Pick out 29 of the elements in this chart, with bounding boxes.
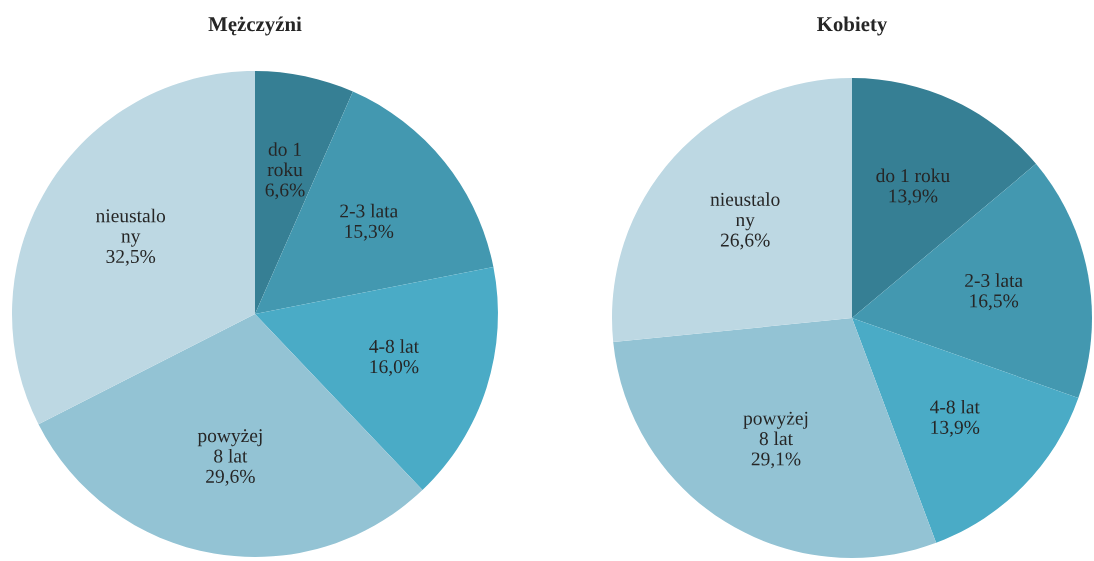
slice-label: nieustalo ny <box>96 208 166 247</box>
slice-label: 4-8 lat <box>369 339 419 353</box>
slice-label: 2-3 lata <box>340 203 398 218</box>
pie-slice <box>612 78 852 343</box>
data-label: 13,9% <box>889 189 938 206</box>
slice-label: 2-3 lata <box>965 273 1023 288</box>
pie-slice <box>12 71 255 425</box>
slice-label: powyżej 8 lat <box>197 429 262 463</box>
slice-label: do 1 roku <box>876 168 950 183</box>
data-label: 29,6% <box>206 469 255 486</box>
slice-label: do 1 roku <box>267 142 303 177</box>
chart-title: Mężczyźni <box>208 16 302 36</box>
slice-label: 4-8 lat <box>930 399 980 414</box>
chart-title: Kobiety <box>817 16 888 36</box>
data-label: 16,5% <box>970 294 1019 311</box>
data-label: 29,1% <box>751 452 801 469</box>
pie-slice <box>852 163 1092 398</box>
slice-label: nieustalo ny <box>710 192 780 231</box>
data-label: 6,6% <box>265 183 305 200</box>
pie-slice <box>852 78 1036 318</box>
pie-slice <box>255 91 494 314</box>
data-label: 16,0% <box>370 360 419 377</box>
data-label: 15,3% <box>345 224 394 241</box>
pie-slice <box>38 314 423 557</box>
slice-label: powyżej 8 lat <box>743 411 808 446</box>
data-label: 26,6% <box>720 233 770 250</box>
data-label: 32,5% <box>106 249 156 266</box>
data-label: 13,9% <box>931 420 980 437</box>
pie-slice <box>852 318 1079 543</box>
